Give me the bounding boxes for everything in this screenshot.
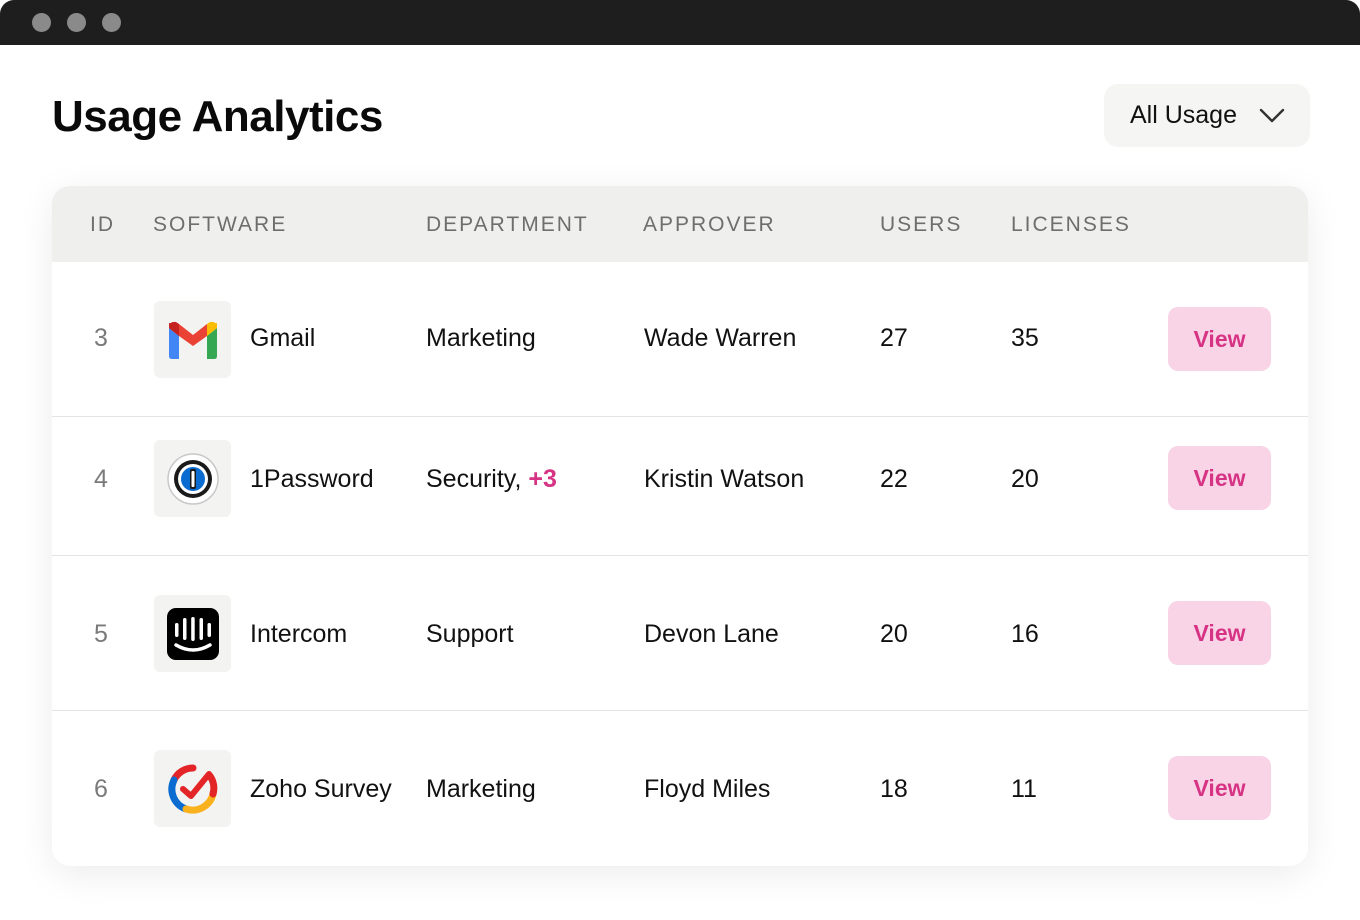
approver: Floyd Miles	[644, 775, 771, 803]
department: Security, +3	[426, 465, 557, 494]
usage-filter-dropdown[interactable]: All Usage	[1104, 84, 1310, 147]
users-count: 27	[880, 324, 908, 352]
software-logo	[154, 301, 231, 378]
column-header-department[interactable]: DEPARTMENT	[426, 213, 589, 236]
licenses-count: 35	[1011, 324, 1039, 352]
column-header-approver[interactable]: APPROVER	[643, 213, 776, 236]
users-count: 20	[880, 620, 908, 648]
department: Marketing	[426, 775, 536, 804]
department: Marketing	[426, 324, 536, 353]
row-id: 4	[94, 465, 108, 493]
view-button[interactable]: View	[1168, 446, 1271, 510]
department-extra[interactable]: +3	[528, 465, 557, 493]
row-id: 6	[94, 775, 108, 803]
software-name: Zoho Survey	[250, 775, 392, 803]
software-name: 1Password	[250, 465, 374, 493]
1password-icon	[166, 452, 219, 505]
licenses-count: 16	[1011, 620, 1039, 648]
column-header-licenses[interactable]: LICENSES	[1011, 213, 1131, 236]
column-header-users[interactable]: USERS	[880, 213, 963, 236]
window-maximize-dot[interactable]	[102, 13, 121, 32]
software-logo	[154, 595, 231, 672]
table-header: ID SOFTWARE DEPARTMENT APPROVER USERS LI…	[52, 186, 1308, 262]
licenses-count: 11	[1011, 775, 1037, 803]
users-count: 22	[880, 465, 908, 493]
column-header-id[interactable]: ID	[90, 213, 115, 236]
approver: Kristin Watson	[644, 465, 805, 493]
table-row[interactable]: 6 Zoho Survey Marketing Floyd Miles 18 1…	[52, 711, 1308, 866]
window-titlebar	[0, 0, 1360, 45]
gmail-icon	[168, 321, 217, 359]
column-header-software[interactable]: SOFTWARE	[153, 213, 288, 236]
software-name: Gmail	[250, 324, 316, 352]
department-name: Support	[426, 620, 514, 648]
intercom-icon	[166, 607, 219, 660]
approver: Wade Warren	[644, 324, 797, 352]
approver: Devon Lane	[644, 620, 779, 648]
department-name: Marketing	[426, 324, 536, 352]
table-row[interactable]: 3 Gmail Marketing Wade Warren 27 35 View	[52, 262, 1308, 417]
chevron-down-icon	[1259, 108, 1285, 123]
table-row[interactable]: 4 1Password Security, +3 Kristin Watson …	[52, 417, 1308, 556]
department: Support	[426, 620, 514, 649]
window-close-dot[interactable]	[32, 13, 51, 32]
licenses-count: 20	[1011, 465, 1039, 493]
department-name: Security,	[426, 465, 522, 493]
page-title: Usage Analytics	[52, 92, 383, 141]
view-button[interactable]: View	[1168, 601, 1271, 665]
view-button[interactable]: View	[1168, 756, 1271, 820]
row-id: 5	[94, 620, 108, 648]
software-name: Intercom	[250, 620, 348, 648]
zoho-survey-icon	[167, 763, 217, 814]
software-logo	[154, 750, 231, 827]
software-logo	[154, 440, 231, 517]
view-button[interactable]: View	[1168, 307, 1271, 371]
window-minimize-dot[interactable]	[67, 13, 86, 32]
row-id: 3	[94, 324, 108, 352]
table-row[interactable]: 5 Intercom Support Devon Lane 20 16 View	[52, 556, 1308, 711]
usage-filter-label: All Usage	[1130, 101, 1237, 129]
usage-table: ID SOFTWARE DEPARTMENT APPROVER USERS LI…	[52, 186, 1308, 866]
users-count: 18	[880, 775, 908, 803]
department-name: Marketing	[426, 775, 536, 803]
